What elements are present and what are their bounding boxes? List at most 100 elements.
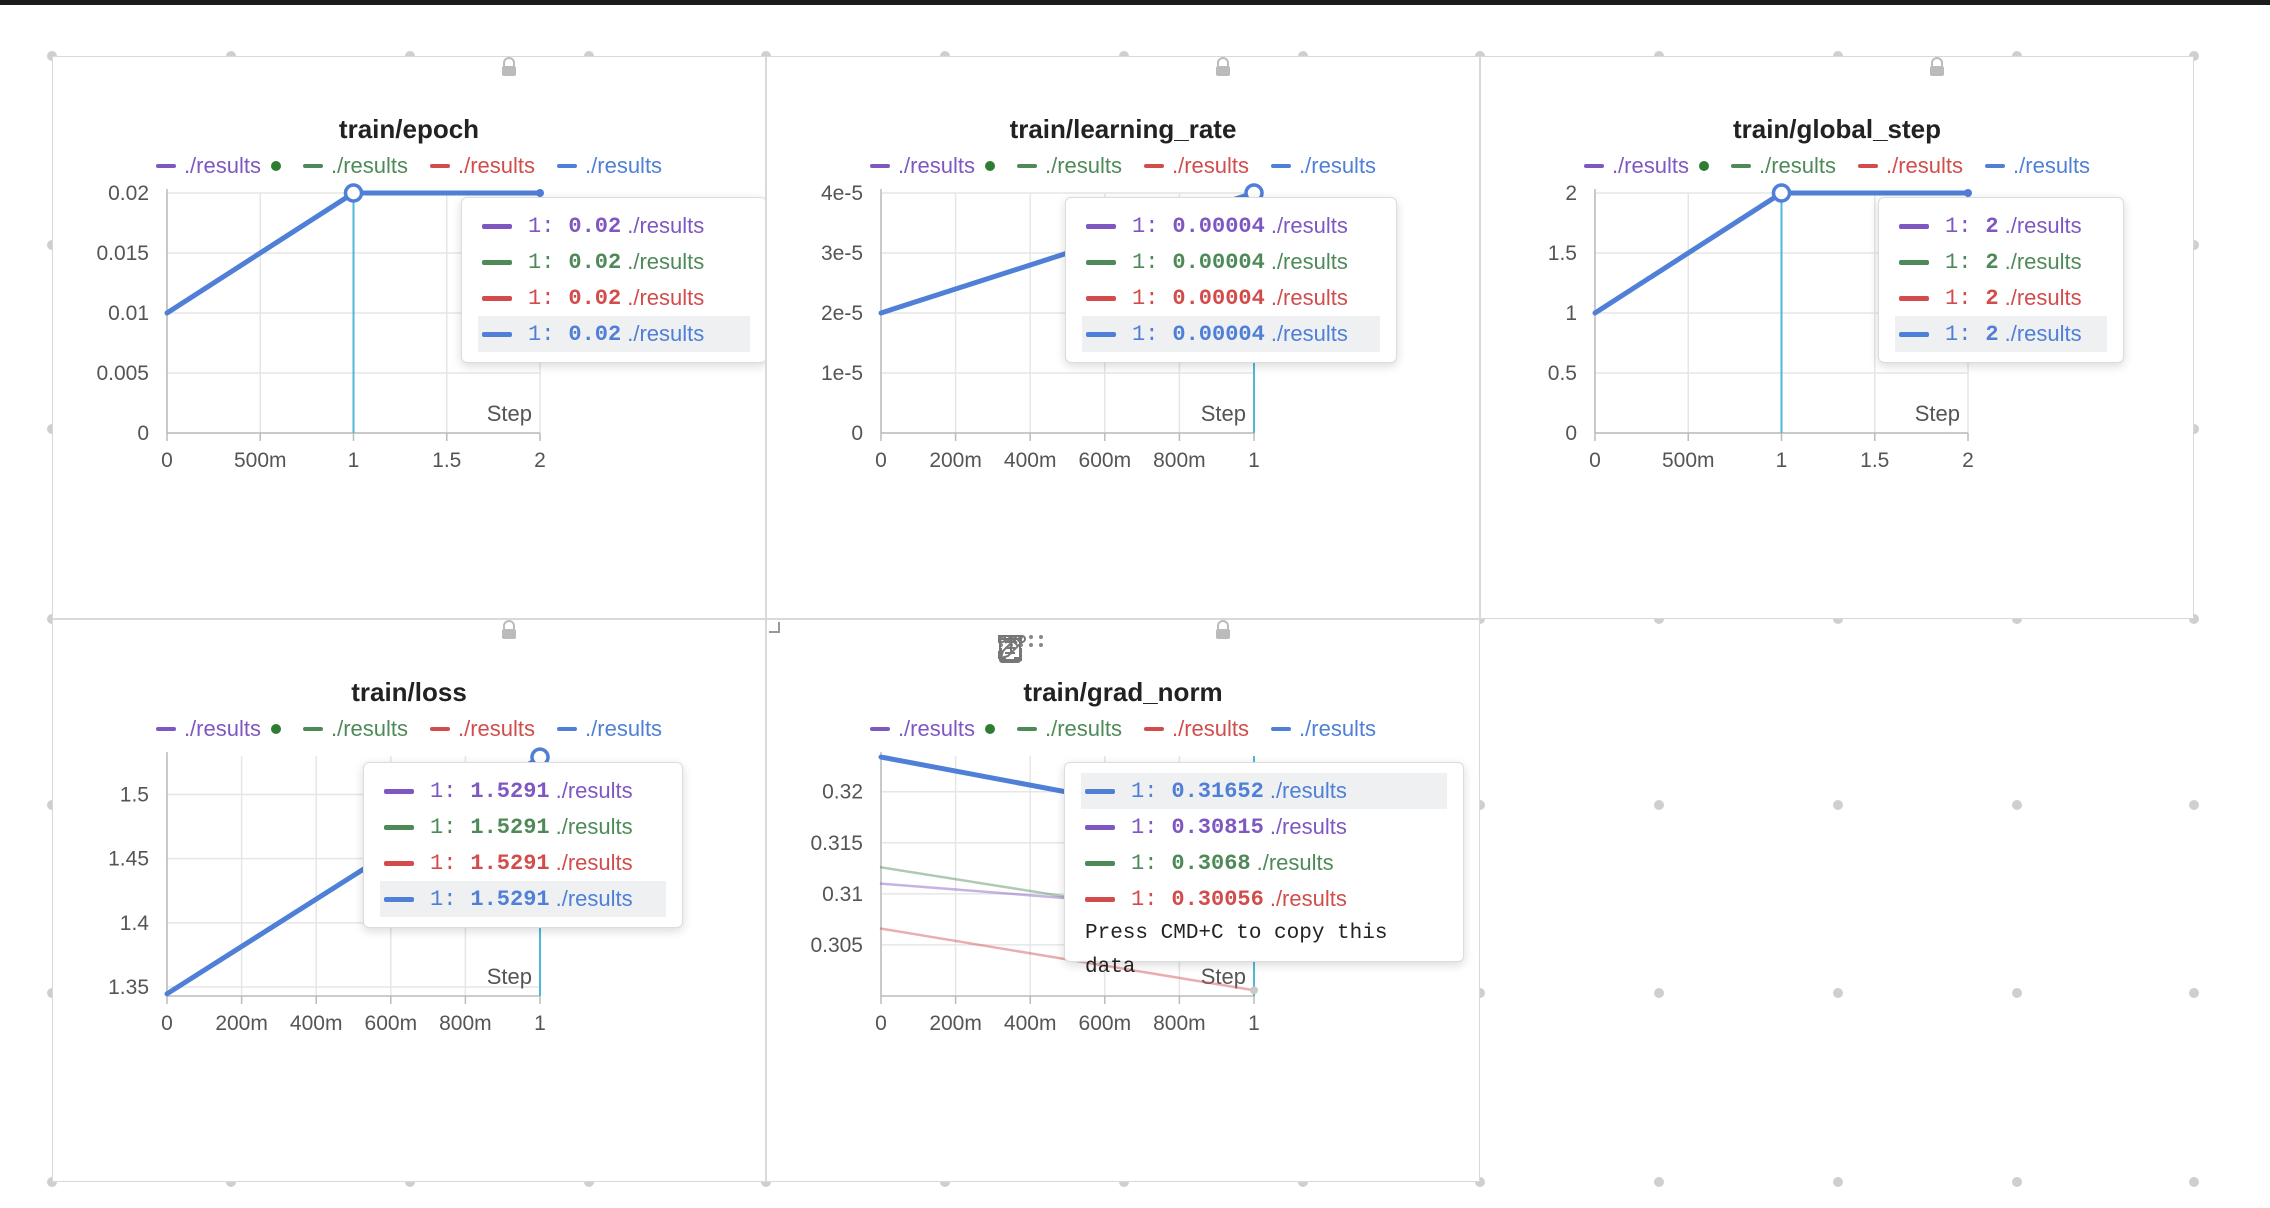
legend-active-dot (1698, 161, 1709, 171)
x-tick-label: 600m (1079, 1012, 1132, 1035)
grid-dot (2012, 1177, 2022, 1187)
panel-train-epoch[interactable]: train/epoch ./results ./results ./results.… (52, 56, 766, 619)
legend-item[interactable]: ./results (1985, 153, 2090, 179)
grid-dot (2189, 800, 2199, 810)
tooltip-step: 1: (1945, 249, 1972, 275)
tooltip-run-name: ./results (555, 886, 633, 911)
legend-item[interactable]: ./results (1730, 153, 1836, 179)
lock-icon[interactable] (1214, 620, 1232, 640)
tooltip-row: 1: 1.5291 ./results (380, 845, 666, 881)
lock-icon[interactable] (1214, 57, 1232, 77)
tooltip-step: 1: (1132, 213, 1159, 239)
chart-title: train/loss (351, 677, 467, 707)
tooltip-swatch (384, 860, 414, 866)
x-tick-label: 2 (1962, 449, 1974, 472)
legend-item[interactable]: ./results (430, 716, 535, 742)
tooltip-swatch (384, 896, 414, 902)
legend-item[interactable]: ./results (155, 716, 281, 742)
grid-dot (1654, 1177, 1664, 1187)
resize-handle-icon[interactable] (767, 620, 781, 634)
legend-label: ./results (585, 153, 663, 178)
legend-swatch (1858, 164, 1878, 168)
x-tick-label: 800m (439, 1012, 492, 1035)
y-tick-label: 0.32 (822, 781, 863, 804)
tooltip-step: 1: (1132, 249, 1159, 275)
legend-item[interactable]: ./results (430, 153, 535, 179)
y-tick-label: 0 (851, 422, 863, 445)
legend-item[interactable]: ./results (1271, 153, 1376, 179)
tooltip-swatch (1085, 824, 1115, 830)
legend-item[interactable]: ./results (869, 716, 995, 742)
tooltip-run-name: ./results (1270, 321, 1348, 346)
panel-train-grad-norm[interactable]: train/grad_norm ./results ./results ./resu… (766, 619, 1480, 1182)
tooltip-step: 1: (1131, 814, 1158, 840)
tooltip-run-name: ./results (2004, 285, 2082, 310)
tooltip-row: 1: 0.02 ./results (478, 316, 750, 352)
more-options-icon[interactable] (998, 634, 1381, 670)
x-tick-label: 200m (929, 1012, 982, 1035)
legend-label: ./results (1044, 716, 1122, 741)
lock-icon[interactable] (1928, 57, 1946, 77)
legend-item[interactable]: ./results (557, 716, 662, 742)
panel-train-loss[interactable]: train/loss ./results ./results ./results ./… (52, 619, 766, 1182)
tooltip-swatch (1086, 331, 1116, 337)
legend-label: ./results (330, 716, 408, 741)
tooltip-row: 1: 0.02 ./results (478, 208, 750, 244)
tooltip-row: 1: 0.30815 ./results (1081, 809, 1447, 845)
y-tick-label: 0.01 (108, 302, 149, 325)
tooltip-step: 1: (1132, 285, 1159, 311)
tooltip-swatch (1085, 896, 1115, 902)
legend-item[interactable]: ./results (1144, 716, 1249, 742)
legend-item[interactable]: ./results (1016, 716, 1122, 742)
legend-item[interactable]: ./results (869, 153, 995, 179)
legend-item[interactable]: ./results (1271, 716, 1376, 742)
panel-train-global-step[interactable]: train/global_step ./results ./results ./re… (1480, 56, 2194, 619)
y-tick-label: 1.45 (108, 848, 149, 871)
tooltip-row: 1: 2 ./results (1895, 244, 2107, 280)
y-tick-label: 0.015 (96, 242, 149, 265)
y-tick-label: 0.31 (822, 883, 863, 906)
tooltip-run-name: ./results (555, 850, 633, 875)
x-tick-label: 1 (1776, 449, 1788, 472)
y-tick-label: 3e-5 (821, 242, 863, 265)
hover-tooltip: 1: 0.31652 ./results 1: 0.30815 ./results 1: 0.… (1064, 762, 1464, 979)
chart-title: train/global_step (1732, 114, 1942, 144)
tooltip-step: 1: (430, 850, 457, 876)
x-tick-label: 0 (1589, 449, 1601, 472)
grid-dot (1833, 800, 1843, 810)
legend-item[interactable]: ./results (1583, 153, 1709, 179)
legend-item[interactable]: ./results (1016, 153, 1122, 179)
tooltip-step: 1: (1131, 778, 1158, 804)
tooltip-row: 1: 2 ./results (1895, 316, 2107, 352)
legend-item[interactable]: ./results (155, 153, 281, 179)
legend-swatch (557, 727, 578, 731)
x-tick-label: 0 (875, 449, 887, 472)
legend-label: ./results (897, 716, 975, 741)
legend-label: ./results (183, 153, 261, 178)
grid-dot (1833, 1177, 1843, 1187)
y-tick-label: 0.02 (108, 182, 149, 205)
legend-swatch (430, 727, 450, 731)
tooltip-step: 1: (430, 886, 457, 912)
legend-item[interactable]: ./results (302, 153, 408, 179)
x-tick-label: 1 (534, 1012, 546, 1035)
chart-legend: ./results ./results ./results ./results (1481, 153, 2193, 179)
x-tick-label: 200m (215, 1012, 268, 1035)
legend-item[interactable]: ./results (1858, 153, 1963, 179)
tooltip-swatch (1899, 223, 1929, 229)
chart-legend: ./results ./results ./results ./results (53, 716, 765, 742)
lock-icon[interactable] (500, 57, 518, 77)
y-tick-label: 2e-5 (821, 302, 863, 325)
legend-swatch (1016, 164, 1037, 168)
legend-item[interactable]: ./results (302, 716, 408, 742)
tooltip-swatch (384, 824, 414, 830)
legend-item[interactable]: ./results (557, 153, 662, 179)
lock-icon[interactable] (500, 620, 518, 640)
panel-toolbar (997, 634, 1381, 670)
legend-item[interactable]: ./results (1144, 153, 1249, 179)
x-tick-label: 0 (161, 1012, 173, 1035)
panel-train-learning-rate[interactable]: train/learning_rate ./results ./results ./… (766, 56, 1480, 619)
legend-label: ./results (1299, 716, 1377, 741)
